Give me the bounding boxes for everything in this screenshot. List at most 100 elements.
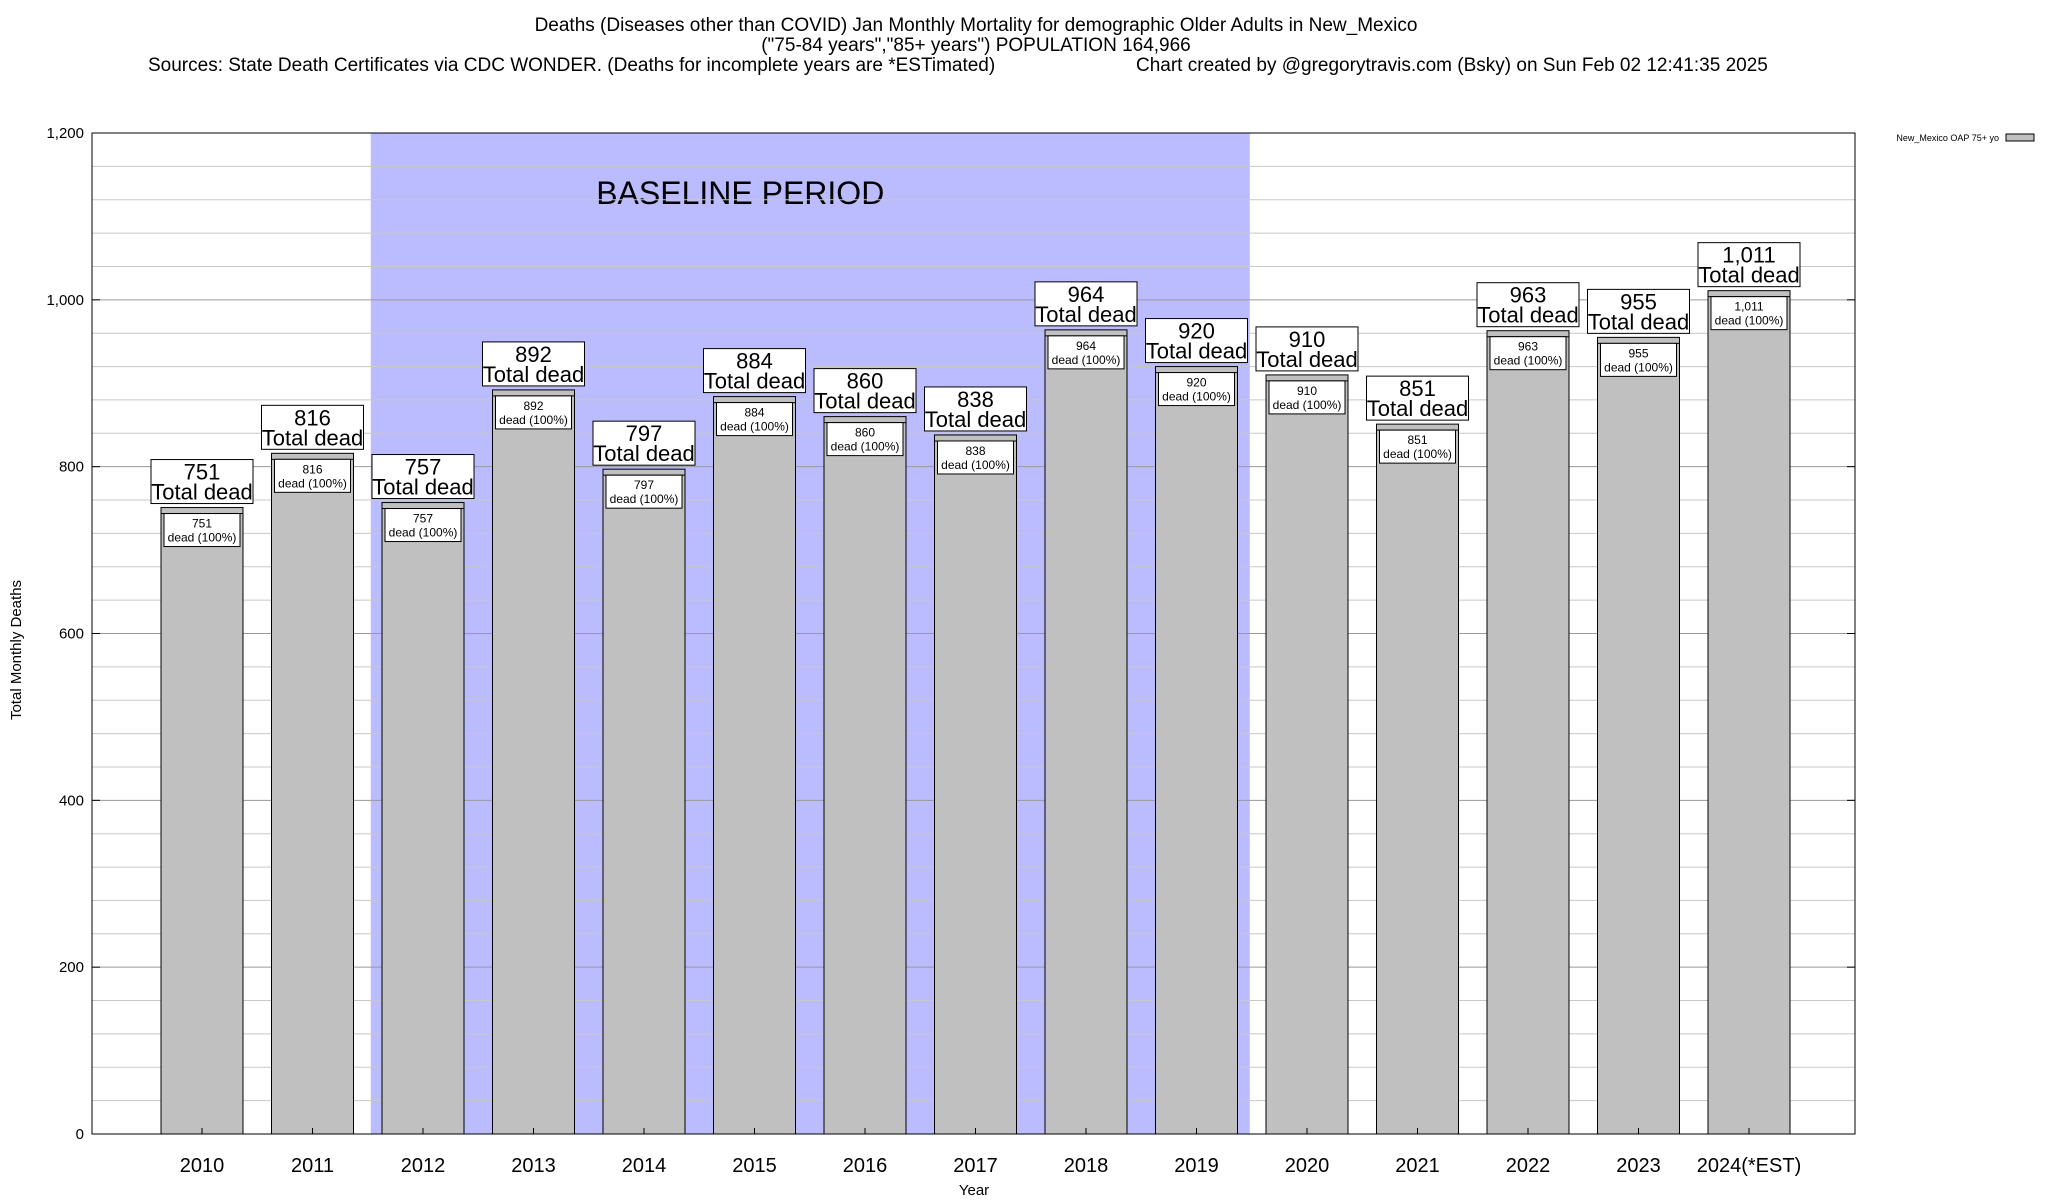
top-sub-label: Total dead: [151, 480, 253, 505]
top-sub-label: Total dead: [1477, 303, 1579, 328]
top-label-box: [1476, 282, 1580, 328]
inner-sub-label: dead (100%): [1052, 353, 1121, 367]
bar-2018: [1044, 329, 1128, 1135]
top-sub-label: Total dead: [1035, 302, 1137, 327]
inner-sub-label: dead (100%): [831, 440, 900, 454]
bar-2010: [160, 507, 244, 1135]
inner-sub-label: dead (100%): [1383, 447, 1452, 461]
top-sub-label: Total dead: [1146, 339, 1248, 364]
bar-2014: [602, 468, 686, 1135]
inner-value-label: 757: [413, 512, 433, 526]
x-tick-label-2021: 2021: [1395, 1155, 1440, 1177]
inner-label-box: [1489, 336, 1567, 371]
x-axis-label: Year: [959, 1182, 989, 1199]
x-tick-label-2024(*EST): 2024(*EST): [1697, 1155, 1802, 1177]
top-label-box: [592, 420, 696, 466]
legend-swatch: [2005, 133, 2035, 142]
y-tick-label: 1,200: [46, 125, 84, 142]
inner-value-label: 963: [1518, 340, 1538, 354]
inner-sub-label: dead (100%): [168, 531, 237, 545]
inner-label-box: [1047, 335, 1125, 370]
top-sub-label: Total dead: [925, 407, 1027, 432]
inner-label-box: [716, 402, 793, 437]
bar-2012: [381, 502, 465, 1135]
top-sub-label: Total dead: [1588, 309, 1690, 334]
baseline-label: BASELINE PERIOD: [596, 175, 884, 211]
y-axis-label: Total Monthly Deaths: [8, 580, 25, 720]
top-value-label: 964: [1068, 282, 1105, 307]
bar-2023: [1597, 336, 1680, 1135]
top-sub-label: Total dead: [1367, 396, 1469, 421]
top-label-box: [703, 348, 806, 394]
top-label-box: [924, 386, 1027, 432]
top-sub-label: Total dead: [704, 369, 806, 394]
inner-value-label: 751: [192, 517, 212, 531]
inner-sub-label: dead (100%): [941, 458, 1010, 472]
top-label-box: [1366, 375, 1469, 421]
bar-2021: [1376, 423, 1459, 1135]
inner-sub-label: dead (100%): [610, 492, 679, 506]
legend-entry-label: New_Mexico OAP 75+ yo: [1896, 133, 1999, 143]
bar-2015: [713, 396, 796, 1135]
inner-value-label: 851: [1407, 433, 1427, 447]
inner-label-box: [384, 508, 462, 543]
inner-value-label: 1,011: [1734, 300, 1763, 314]
y-tick-label: 1,000: [46, 292, 84, 309]
inner-label-box: [937, 440, 1014, 475]
inner-sub-label: dead (100%): [1162, 390, 1231, 404]
x-tick-label-2011: 2011: [291, 1155, 334, 1177]
inner-sub-label: dead (100%): [1494, 354, 1563, 368]
x-tick-label-2018: 2018: [1064, 1155, 1109, 1177]
inner-sub-label: dead (100%): [389, 526, 458, 540]
inner-sub-label: dead (100%): [278, 476, 347, 490]
x-tick-label-2014: 2014: [622, 1155, 667, 1177]
bar-2020: [1265, 374, 1349, 1135]
x-tick-label-2017: 2017: [953, 1155, 998, 1177]
legend: New_Mexico OAP 75+ yo: [1896, 133, 2035, 143]
top-label-box: [482, 341, 585, 387]
inner-value-label: 910: [1297, 384, 1317, 398]
top-sub-label: Total dead: [814, 389, 916, 414]
x-tick-label-2019: 2019: [1174, 1155, 1219, 1177]
inner-value-label: 797: [634, 478, 654, 492]
bars-group: [160, 290, 1791, 1135]
y-tick-label: 600: [59, 626, 84, 643]
top-value-label: 816: [294, 405, 331, 430]
chart-title-line1: Deaths (Diseases other than COVID) Jan M…: [535, 15, 1418, 36]
top-value-label: 851: [1399, 376, 1436, 401]
inner-label-box: [1710, 296, 1788, 331]
inner-value-label: 920: [1186, 376, 1206, 390]
x-tick-label-2013: 2013: [511, 1155, 556, 1177]
x-tick-label-2012: 2012: [401, 1155, 446, 1177]
top-sub-label: Total dead: [593, 441, 695, 466]
y-tick-label: 400: [59, 792, 84, 809]
inner-sub-label: dead (100%): [1715, 314, 1784, 328]
chart-title-sources: Sources: State Death Certificates via CD…: [148, 55, 995, 76]
inner-label-box: [826, 422, 904, 457]
top-sub-label: Total dead: [372, 475, 474, 500]
top-value-label: 860: [847, 369, 884, 394]
top-value-label: 884: [736, 349, 773, 374]
y-tick-label: 200: [59, 959, 84, 976]
top-value-label: 920: [1178, 319, 1215, 344]
x-tick-label-2022: 2022: [1506, 1155, 1551, 1177]
top-sub-label: Total dead: [1698, 263, 1800, 288]
axes-group: 0 200 400 600 800 1,000 1,200 2010 2011 2012 2013 2…: [46, 125, 1856, 1177]
inner-value-label: 860: [855, 426, 875, 440]
inner-sub-label: dead (100%): [720, 420, 789, 434]
top-label-box: [1145, 318, 1248, 364]
top-value-label: 963: [1510, 283, 1547, 308]
bar-2022: [1486, 330, 1570, 1135]
x-tick-label-2010: 2010: [180, 1155, 225, 1177]
x-tick-label-2020: 2020: [1285, 1155, 1330, 1177]
bar-2013: [492, 389, 575, 1135]
top-label-box: [813, 368, 917, 414]
inner-sub-label: dead (100%): [1273, 398, 1342, 412]
inner-label-box: [274, 458, 351, 493]
top-label-box: [150, 459, 254, 505]
inner-value-label: 816: [302, 462, 322, 476]
bar-2017: [934, 434, 1017, 1135]
inner-value-label: 964: [1076, 339, 1096, 353]
top-label-box: [261, 404, 364, 450]
top-value-label: 910: [1289, 327, 1326, 352]
